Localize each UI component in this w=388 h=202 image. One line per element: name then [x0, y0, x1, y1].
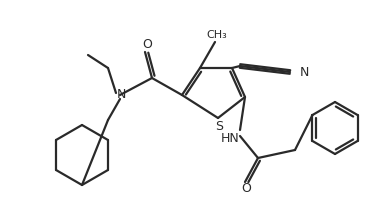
Text: N: N [116, 88, 126, 101]
Text: O: O [241, 182, 251, 196]
Text: O: O [142, 39, 152, 52]
Text: N: N [300, 65, 309, 79]
Text: S: S [215, 120, 223, 133]
Text: HN: HN [221, 132, 239, 144]
Text: CH₃: CH₃ [207, 30, 227, 40]
